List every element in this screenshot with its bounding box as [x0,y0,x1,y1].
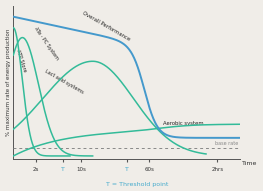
Y-axis label: % maximum rate of energy production: % maximum rate of energy production [6,28,11,136]
Text: Overall Performance: Overall Performance [81,10,131,42]
Text: Lact acid systems: Lact acid systems [44,69,84,95]
Text: Aerobic system: Aerobic system [163,121,204,126]
Text: Time: Time [242,161,258,166]
Text: T = Threshold point: T = Threshold point [105,182,168,187]
Text: ATe - PC System: ATe - PC System [33,26,59,61]
Text: base rate: base rate [215,141,238,146]
Text: ATP Store: ATP Store [15,49,27,72]
